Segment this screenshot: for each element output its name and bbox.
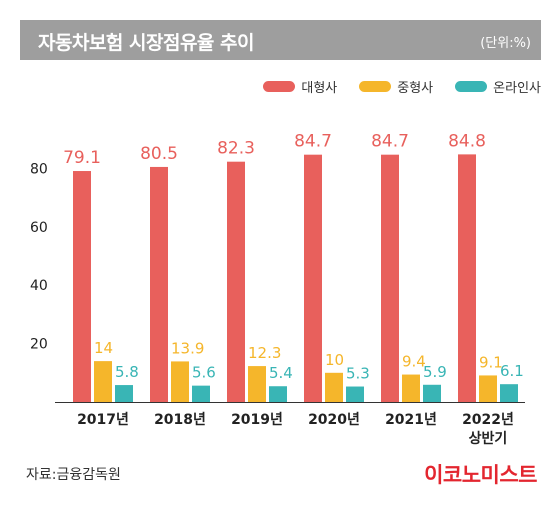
data-label-online: 5.6 [192, 364, 216, 382]
bar-online [115, 385, 133, 402]
legend-label-large: 대형사 [301, 80, 338, 96]
legend-swatch-online [455, 80, 488, 92]
bar-mid [325, 372, 343, 402]
title-bar: 자동차보험 시장점유율 추이 (단위:%) [20, 20, 541, 60]
y-tick-label: 40 [30, 278, 48, 294]
bar-online [192, 385, 210, 402]
legend: 대형사 중형사 온라인사 [228, 76, 541, 96]
data-label-mid: 13.9 [171, 339, 204, 357]
data-label-large: 84.7 [371, 132, 409, 152]
bar-large [458, 154, 476, 402]
bar-online [500, 384, 518, 402]
bar-mid [171, 361, 189, 402]
data-label-mid: 10 [325, 351, 344, 369]
bar-mid [402, 374, 420, 402]
data-label-online: 5.9 [423, 363, 447, 381]
x-tick-label: 2022년 [462, 412, 514, 428]
data-label-online: 5.4 [269, 364, 293, 382]
bar-mid [94, 361, 112, 402]
bar-online [423, 384, 441, 402]
bar-large [304, 154, 322, 402]
legend-item-large: 대형사 [263, 76, 337, 96]
data-label-mid: 14 [94, 339, 113, 357]
legend-label-mid: 중형사 [397, 80, 434, 96]
bar-online [269, 386, 287, 402]
data-label-online: 5.8 [115, 363, 139, 381]
bar-online [346, 386, 364, 402]
data-label-mid: 9.4 [402, 353, 426, 371]
data-label-large: 80.5 [140, 144, 178, 164]
x-tick-label: 2017년 [77, 412, 129, 428]
data-label-large: 79.1 [63, 148, 101, 168]
legend-swatch-mid [359, 80, 392, 92]
legend-label-online: 온라인사 [493, 80, 541, 96]
data-label-large: 82.3 [217, 139, 255, 159]
y-tick-label: 80 [30, 161, 48, 177]
legend-item-online: 온라인사 [455, 76, 541, 96]
data-label-mid: 9.1 [479, 353, 503, 371]
bar-mid [248, 366, 266, 402]
legend-swatch-large [263, 80, 296, 92]
bar-large [73, 171, 91, 402]
x-tick-label: 2019년 [231, 412, 283, 428]
x-tick-label: 2021년 [385, 412, 437, 428]
x-tick-label: 상반기 [469, 430, 508, 447]
data-label-online: 6.1 [500, 362, 524, 380]
source-note: 자료:금융감독원 [26, 467, 121, 483]
x-tick-label: 2018년 [154, 412, 206, 428]
y-tick-label: 60 [30, 220, 48, 236]
chart-title: 자동차보험 시장점유율 추이 [38, 32, 255, 54]
data-label-mid: 12.3 [248, 344, 281, 362]
bar-large [381, 154, 399, 402]
x-tick-label: 2020년 [308, 412, 360, 428]
data-label-large: 84.8 [448, 131, 486, 151]
bar-large [227, 161, 245, 402]
brand-logo: 이코노미스트 [424, 463, 537, 487]
bar-large [150, 166, 168, 402]
unit-label: (단위:%) [480, 36, 531, 51]
bar-mid [479, 375, 497, 402]
legend-item-mid: 중형사 [359, 76, 433, 96]
y-tick-label: 20 [30, 337, 48, 353]
data-label-online: 5.3 [346, 365, 370, 383]
data-label-large: 84.7 [294, 132, 332, 152]
